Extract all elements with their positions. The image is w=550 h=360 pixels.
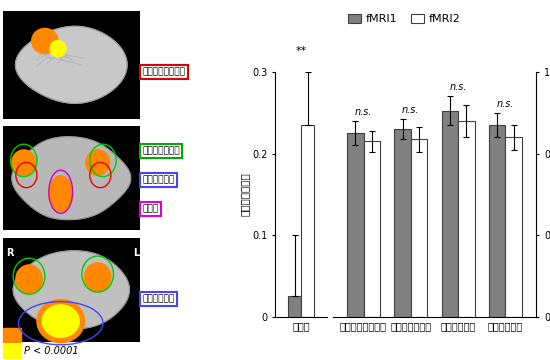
Legend: fMRI1, fMRI2: fMRI1, fMRI2 [344,9,465,28]
Bar [301,125,314,317]
Bar [489,125,505,317]
Y-axis label: 神経活動の強さ: 神経活動の強さ [239,172,249,216]
Bar [505,137,522,317]
Ellipse shape [85,263,111,292]
Ellipse shape [16,265,42,294]
Polygon shape [13,251,129,329]
Text: n.s.: n.s. [355,107,372,117]
Polygon shape [12,137,131,220]
Bar [3,238,140,342]
Text: P < 0.0001: P < 0.0001 [24,346,79,356]
Ellipse shape [50,40,66,57]
Text: 前補足運動野: 前補足運動野 [142,175,175,184]
Bar [458,121,475,317]
Ellipse shape [42,305,79,337]
Text: 頭頂葉樂前部: 頭頂葉樂前部 [142,294,175,303]
Text: n.s.: n.s. [402,105,420,115]
Bar [3,11,140,119]
Text: 運動前野背側部: 運動前野背側部 [142,147,180,156]
Text: 尾状核: 尾状核 [142,204,159,213]
Text: 前頭前野背外側部: 前頭前野背外側部 [142,68,185,77]
Ellipse shape [32,28,58,54]
Text: n.s.: n.s. [497,99,514,109]
Text: **: ** [295,46,307,57]
Bar [288,296,301,317]
Bar [3,126,140,230]
Ellipse shape [12,150,36,175]
Text: P < 0.05: P < 0.05 [24,330,66,340]
Ellipse shape [37,300,85,343]
Bar [411,139,427,317]
Bar [364,141,380,317]
Text: R: R [7,248,14,258]
Polygon shape [15,26,127,103]
Text: L: L [133,248,140,258]
Bar [442,111,458,317]
Bar [3,344,21,358]
Bar [3,328,21,342]
Text: n.s.: n.s. [449,82,467,93]
Ellipse shape [86,150,109,175]
Bar [394,129,411,317]
Ellipse shape [49,176,73,212]
Bar [347,133,364,317]
